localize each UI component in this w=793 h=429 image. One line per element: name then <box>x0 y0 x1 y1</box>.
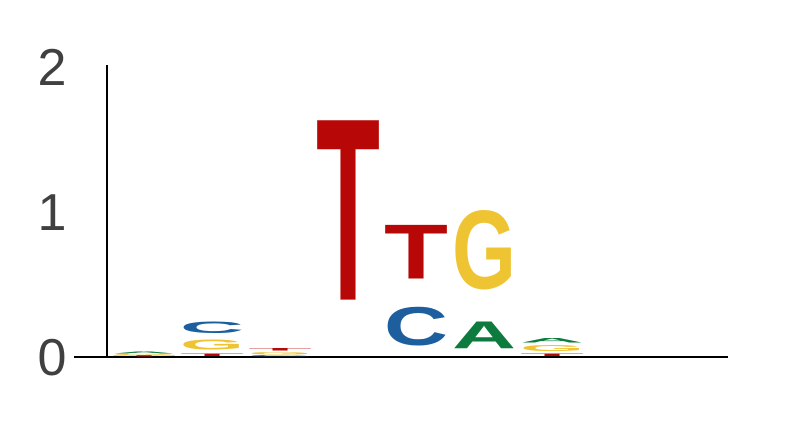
logo-letter-c: C <box>180 317 244 336</box>
logo-letter-t: T <box>112 356 176 357</box>
y-tick-label-0: 0 <box>38 329 67 387</box>
y-tick-label-1: 1 <box>38 184 67 242</box>
logo-letter-g: G <box>452 187 516 312</box>
logo-letter-a: A <box>452 313 516 357</box>
logo-letter-g: G <box>180 337 244 353</box>
logo-letter-t: T <box>520 353 584 357</box>
logo-letter-g: G <box>520 344 584 353</box>
logo-letter-t: T <box>180 353 244 357</box>
logo-letter-g: G <box>248 351 312 355</box>
logo-letter-c: C <box>248 356 312 357</box>
logo-letter-t: T <box>316 65 380 356</box>
logo-letter-t: T <box>384 207 448 295</box>
y-tick-label-2: 2 <box>38 39 67 97</box>
logo-letter-a: A <box>520 337 584 344</box>
logo-letter-g: G <box>112 354 176 355</box>
axes: 0 1 2 <box>38 39 728 387</box>
logo-letter-c: C <box>384 295 448 357</box>
logo-letter-a: A <box>112 351 176 354</box>
logo-letter-t: T <box>248 347 312 351</box>
